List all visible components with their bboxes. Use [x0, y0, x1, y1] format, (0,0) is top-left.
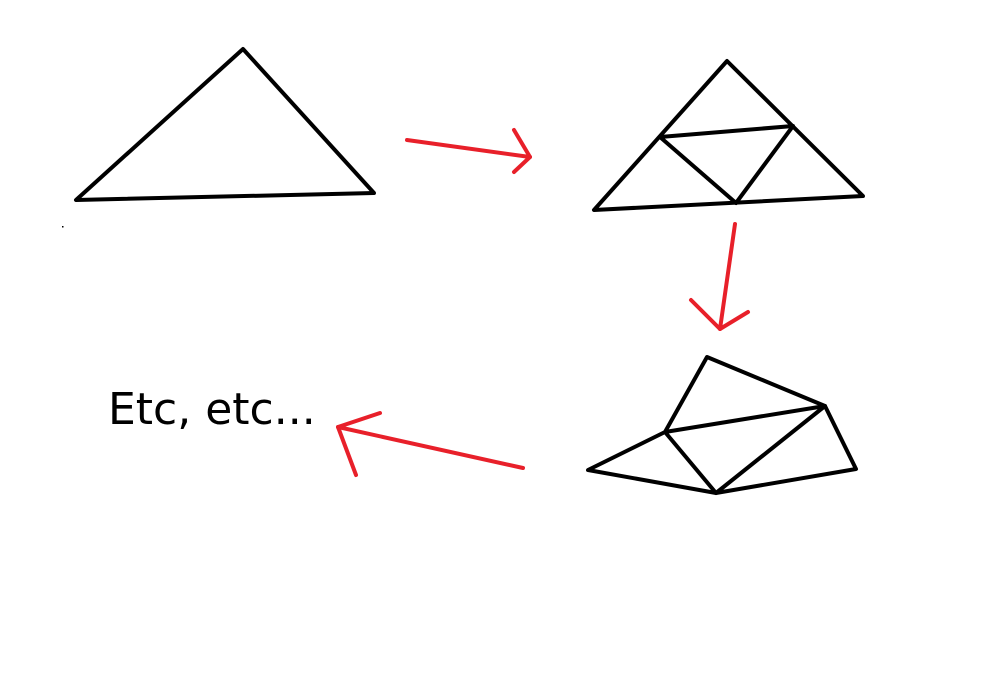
arrow-2-shaft	[718, 222, 737, 331]
arrow-1-shaft	[405, 138, 532, 159]
original-triangle	[74, 47, 376, 202]
arrow-3-head	[336, 411, 382, 477]
arrow-2-head	[689, 298, 750, 331]
stray-dot	[62, 226, 64, 228]
mesh-outline	[586, 355, 858, 495]
arrow-1-head	[512, 128, 532, 174]
inner-midpoint-triangle	[658, 124, 795, 205]
outer-triangle	[592, 59, 865, 212]
stage-2-subdivided-triangle	[592, 59, 865, 212]
arrow-to-etc	[336, 411, 525, 477]
arrow-to-stage-2	[405, 128, 532, 174]
stage-1-triangle	[74, 47, 376, 202]
mesh-inner-edges	[663, 404, 827, 495]
etc-caption: Etc, etc...	[108, 384, 316, 435]
stage-3-perturbed-mesh	[586, 355, 858, 495]
arrow-to-stage-3	[689, 222, 750, 331]
arrow-3-shaft	[336, 425, 525, 470]
